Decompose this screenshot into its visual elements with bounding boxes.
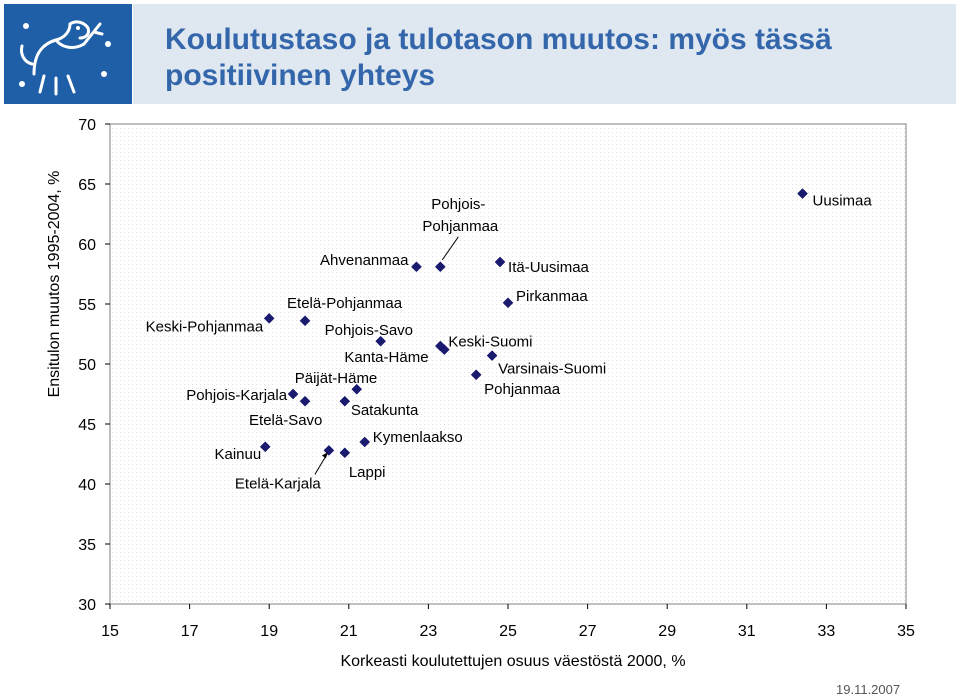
x-tick-label-4: 23 bbox=[420, 623, 438, 640]
y-axis-label: Ensitulon muutos 1995-2004, % bbox=[46, 171, 63, 398]
data-label-0: Uusimaa bbox=[813, 193, 873, 210]
data-label-7: Pohjois-Savo bbox=[325, 322, 413, 339]
data-point-7 bbox=[375, 335, 386, 347]
data-point-6 bbox=[263, 313, 275, 324]
y-tick-label-2: 40 bbox=[78, 477, 96, 494]
data-point-19 bbox=[339, 447, 351, 459]
x-tick-label-10: 35 bbox=[897, 623, 915, 640]
data-point-13 bbox=[287, 388, 299, 400]
x-tick-label-6: 27 bbox=[579, 623, 597, 640]
data-point-15 bbox=[339, 395, 351, 407]
y-tick-label-4: 50 bbox=[78, 357, 96, 374]
data-label-12: Päijät-Häme bbox=[295, 370, 378, 387]
data-point-9 bbox=[434, 340, 446, 352]
scatter-chart: 30 35 40 45 50 55 60 65 70 15 17 19 21 23 25 27 29 31 33 35… bbox=[46, 117, 915, 670]
data-label-3: Ahvenanmaa bbox=[320, 252, 409, 269]
y-tick-label-0: 30 bbox=[78, 597, 96, 614]
data-point-0 bbox=[797, 188, 808, 199]
data-label-18: Etelä-Karjala bbox=[235, 475, 322, 492]
data-point-10 bbox=[486, 350, 498, 361]
data-label-19: Lappi bbox=[349, 464, 386, 481]
slide-title-line-1: Koulutustaso ja tulotason muutos: myös t… bbox=[165, 23, 832, 56]
data-label-4: Pirkanmaa bbox=[516, 288, 588, 305]
y-tick-label-8: 70 bbox=[78, 117, 96, 134]
plot-area bbox=[109, 123, 907, 605]
x-axis-label: Korkeasti koulutettujen osuus väestöstä … bbox=[340, 653, 685, 670]
data-label-10: Varsinais-Suomi bbox=[498, 361, 606, 378]
data-point-3 bbox=[411, 261, 422, 273]
slide-title-line-2: positiivinen yhteys bbox=[165, 59, 436, 92]
data-label-15: Satakunta bbox=[351, 402, 419, 419]
data-label-5: Etelä-Pohjanmaa bbox=[287, 295, 403, 312]
data-label-2-b: Pohjanmaa bbox=[422, 218, 499, 235]
y-tick-label-3: 45 bbox=[78, 417, 96, 434]
data-point-11 bbox=[470, 369, 482, 381]
y-tick-label-6: 60 bbox=[78, 237, 96, 254]
data-label-17: Kainuu bbox=[215, 446, 262, 463]
data-label-16: Kymenlaakso bbox=[373, 429, 463, 446]
x-tick-label-9: 33 bbox=[818, 623, 836, 640]
data-point-5 bbox=[299, 315, 311, 327]
data-point-14 bbox=[299, 395, 311, 407]
y-tick-label-1: 35 bbox=[78, 537, 96, 554]
data-point-18 bbox=[323, 445, 335, 456]
data-point-12 bbox=[351, 383, 363, 395]
leader-line-18 bbox=[314, 454, 328, 475]
data-label-9: Kanta-Häme bbox=[344, 349, 428, 366]
data-label-11: Pohjanmaa bbox=[484, 381, 561, 398]
leader-arrow-18 bbox=[321, 452, 328, 459]
data-point-16 bbox=[359, 436, 371, 448]
x-tick-label-3: 21 bbox=[340, 623, 358, 640]
title-panel: Koulutustaso ja tulotason muutos: myös t… bbox=[133, 4, 956, 104]
x-tick-label-0: 15 bbox=[101, 623, 119, 640]
lion-coat-of-arms-icon bbox=[19, 20, 111, 96]
data-label-6: Keski-Pohjanmaa bbox=[146, 318, 264, 335]
leader-line-2 bbox=[441, 236, 459, 261]
data-point-17 bbox=[259, 441, 271, 453]
slide-date: 19.11.2007 bbox=[836, 682, 901, 697]
data-point-4 bbox=[502, 297, 514, 309]
y-tick-label-5: 55 bbox=[78, 297, 96, 314]
data-label-14: Etelä-Savo bbox=[249, 412, 322, 429]
x-tick-label-8: 31 bbox=[738, 623, 756, 640]
x-tick-label-5: 25 bbox=[499, 623, 517, 640]
slide-title: Koulutustaso ja tulotason muutos: myös t… bbox=[165, 22, 945, 94]
data-label-8: Keski-Suomi bbox=[448, 334, 532, 351]
x-tick-label-1: 17 bbox=[181, 623, 199, 640]
slide-header: Koulutustaso ja tulotason muutos: myös t… bbox=[0, 0, 960, 104]
logo-panel bbox=[4, 4, 132, 104]
x-tick-label-2: 19 bbox=[260, 623, 278, 640]
data-point-2 bbox=[434, 261, 446, 273]
data-label-13: Pohjois-Karjala bbox=[186, 387, 288, 404]
data-label-1: Itä-Uusimaa bbox=[508, 259, 590, 276]
y-tick-label-7: 65 bbox=[78, 177, 96, 194]
x-tick-label-7: 29 bbox=[658, 623, 676, 640]
data-point-1 bbox=[494, 256, 506, 268]
data-label-2: Pohjois- bbox=[431, 196, 485, 213]
